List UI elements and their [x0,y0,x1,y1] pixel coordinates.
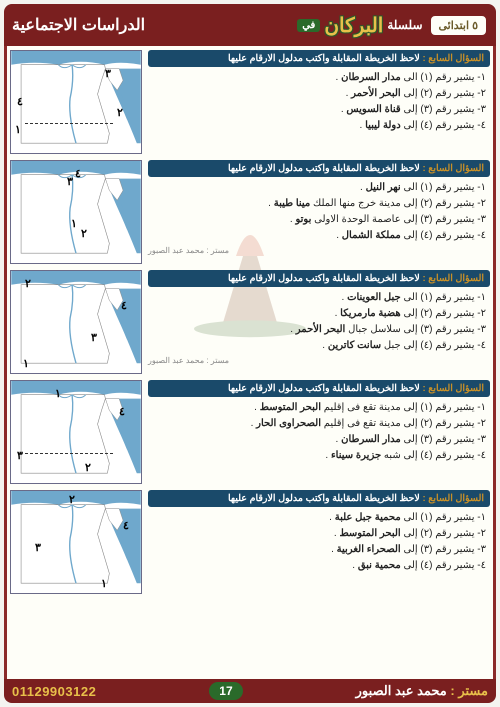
map-number: ٢ [117,106,123,119]
header: ٥ ابتدائى سلسلة البركان في الدراسات الاج… [4,4,496,46]
map-thumbnail: ١٢ ٣٤ [10,160,142,264]
map-number: ٢ [81,227,87,240]
map-number: ٤ [121,299,127,312]
footer: مستر : محمد عبد الصبور 17 01129903122 [4,679,496,703]
fi-label: في [297,19,320,32]
question-header: السؤال السابع : لاحظ الخريطة المقابلة وا… [148,380,490,397]
series-label: سلسلة البركان في [297,13,422,38]
question-item: ٣- يشير رقم (٣) إلى قناة السويس . [148,102,486,118]
subject-title: الدراسات الاجتماعية [12,15,145,35]
question-header: السؤال السابع : لاحظ الخريطة المقابلة وا… [148,270,490,287]
question-row: السؤال السابع : لاحظ الخريطة المقابلة وا… [10,490,490,594]
brand-name: البركان [324,13,383,38]
question-item: ٣- يشير رقم (٣) إلى سلاسل جبال البحر الأ… [148,322,486,338]
page-number: 17 [209,682,242,700]
map-number: ٣ [91,331,97,344]
question-items: ١- يشير رقم (١) الى نهر النيل .٢- يشير ر… [148,180,490,244]
map-number: ٤ [75,167,81,180]
question-item: ٤- يشير رقم (٤) إلى دولة ليبيا . [148,118,486,134]
question-item: ٢- يشير رقم (٢) إلى البحر الأحمر . [148,86,486,102]
question-item: ٢- يشير رقم (٢) إلى البحر المتوسط . [148,526,486,542]
grade-badge: ٥ ابتدائى [429,14,488,37]
phone-number: 01129903122 [12,684,96,699]
question-text: السؤال السابع : لاحظ الخريطة المقابلة وا… [148,380,490,484]
question-items: ١- يشير رقم (١) الى مدار السرطان .٢- يشي… [148,70,490,134]
question-item: ١- يشير رقم (١) الى نهر النيل . [148,180,486,196]
map-thumbnail: ١ ٢ ٣ ٤ [10,380,142,484]
map-number: ٢ [25,277,31,290]
question-item: ١- يشير رقم (١) الى جبل العوينات . [148,290,486,306]
question-item: ١- يشير رقم (١) الى محمية جبل علبة . [148,510,486,526]
map-number: ٤ [123,519,129,532]
map-number: ٢ [85,461,91,474]
question-text: السؤال السابع : لاحظ الخريطة المقابلة وا… [148,490,490,594]
question-item: ٤- يشير رقم (٤) إلى جبل سانت كاترين . [148,338,486,354]
tropic-line [25,453,113,454]
map-number: ١ [55,387,61,400]
map-thumbnail: ١ ٢ ٣ ٤ [10,50,142,154]
map-number: ٢ [69,493,75,506]
question-item: ٢- يشير رقم (٢) إلى مدينة تقع فى إقليم ا… [148,416,486,432]
question-items: ١- يشير رقم (١) الى جبل العوينات .٢- يشي… [148,290,490,354]
question-header: السؤال السابع : لاحظ الخريطة المقابلة وا… [148,160,490,177]
question-row: السؤال السابع : لاحظ الخريطة المقابلة وا… [10,270,490,374]
question-text: السؤال السابع : لاحظ الخريطة المقابلة وا… [148,270,490,374]
question-row: السؤال السابع : لاحظ الخريطة المقابلة وا… [10,50,490,154]
question-item: ٣- يشير رقم (٣) إلى مدار السرطان . [148,432,486,448]
question-item: ٣- يشير رقم (٣) إلى الصحراء الغربية . [148,542,486,558]
question-item: ٢- يشير رقم (٢) إلى هضبة مارمريكا . [148,306,486,322]
question-row: السؤال السابع : لاحظ الخريطة المقابلة وا… [10,380,490,484]
question-item: ٣- يشير رقم (٣) إلى عاصمة الوحدة الاولى … [148,212,486,228]
question-row: السؤال السابع : لاحظ الخريطة المقابلة وا… [10,160,490,264]
question-text: السؤال السابع : لاحظ الخريطة المقابلة وا… [148,50,490,154]
question-item: ١- يشير رقم (١) إلى مدينة تقع فى إقليم ا… [148,400,486,416]
map-thumbnail: ١ ٢ ٣ ٤ [10,270,142,374]
map-number: ٤ [119,405,125,418]
map-number: ٣ [67,175,73,188]
map-number: ٣ [17,449,23,462]
question-item: ١- يشير رقم (١) الى مدار السرطان . [148,70,486,86]
map-number: ٣ [105,67,111,80]
teacher-credit: مستر : محمد عبد الصبور [356,683,488,699]
map-number: ٣ [35,541,41,554]
map-number: ٤ [17,95,23,108]
question-items: ١- يشير رقم (١) إلى مدينة تقع فى إقليم ا… [148,400,490,464]
question-item: ٤- يشير رقم (٤) إلى مملكة الشمال . [148,228,486,244]
question-header: السؤال السابع : لاحظ الخريطة المقابلة وا… [148,50,490,67]
map-number: ١ [71,217,77,230]
question-item: ٤- يشير رقم (٤) إلى شبه جزيرة سيناء . [148,448,486,464]
question-items: ١- يشير رقم (١) الى محمية جبل علبة .٢- ي… [148,510,490,574]
question-item: ٢- يشير رقم (٢) إلى مدينة خرج منها الملك… [148,196,486,212]
question-item: ٤- يشير رقم (٤) إلى محمية نبق . [148,558,486,574]
credit-line: مستر : محمد عبد الصبور [148,354,490,365]
credit-line: مستر : محمد عبد الصبور [148,244,490,255]
map-number: ١ [23,357,29,370]
map-number: ١ [15,123,21,136]
question-header: السؤال السابع : لاحظ الخريطة المقابلة وا… [148,490,490,507]
map-thumbnail: ١ ٢ ٣ ٤ [10,490,142,594]
question-text: السؤال السابع : لاحظ الخريطة المقابلة وا… [148,160,490,264]
tropic-line [25,123,113,124]
content-area: السؤال السابع : لاحظ الخريطة المقابلة وا… [10,50,490,677]
map-number: ١ [101,577,107,590]
